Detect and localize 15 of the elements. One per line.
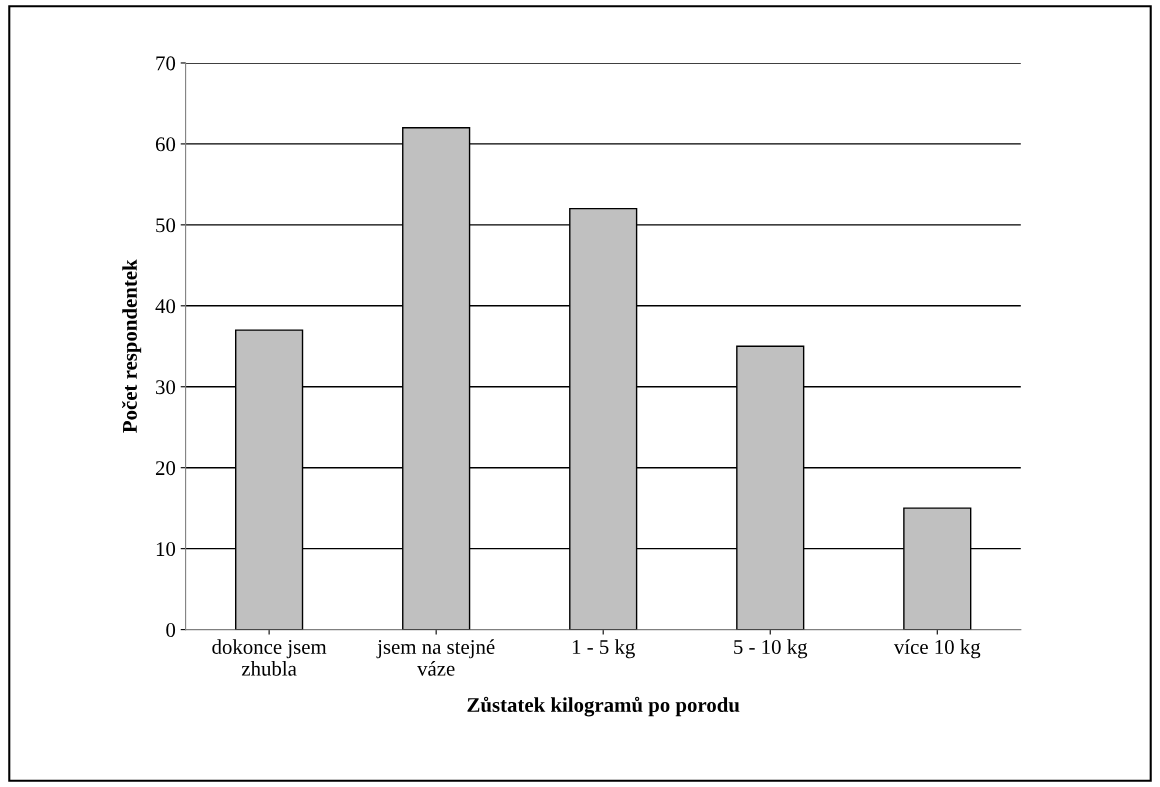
y-tick-label: 0	[166, 622, 176, 638]
y-axis-title: Počet respondentek	[122, 259, 142, 433]
y-tick-label: 10	[156, 542, 176, 557]
y-tick-label: 30	[156, 380, 176, 395]
y-tick-label: 60	[155, 137, 176, 152]
x-tick-label: dokonce jsem zhubla	[212, 639, 327, 676]
y-tick-label: 40	[155, 299, 176, 314]
y-tick-label: 70	[156, 56, 176, 71]
y-tick-label: 20	[155, 461, 176, 476]
x-tick-label: 1 - 5 kg	[572, 639, 635, 659]
x-tick-label: více 10 kg	[893, 639, 981, 659]
x-tick-label: jsem na stejné váze	[376, 639, 495, 676]
x-axis-title: Zůstatek kilogramů po porodu	[467, 696, 740, 717]
y-tick-label: 50	[156, 218, 176, 233]
x-tick-label: 5 - 10 kg	[734, 639, 808, 659]
